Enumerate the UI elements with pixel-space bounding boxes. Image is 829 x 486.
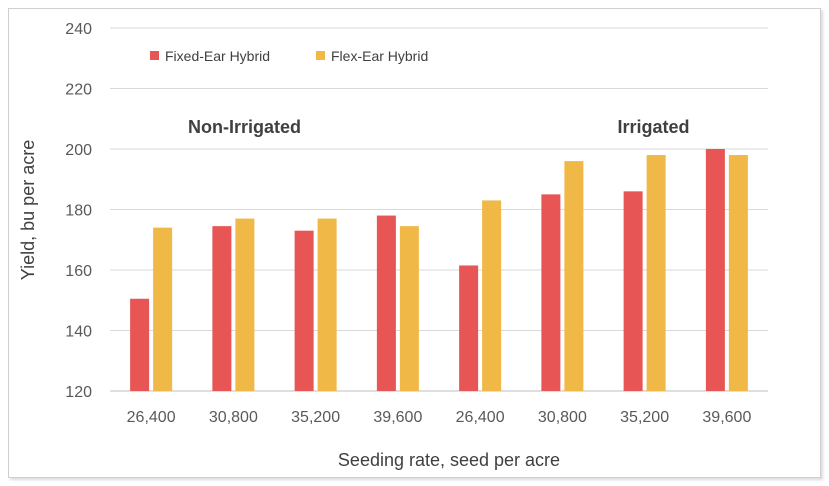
y-tick-label: 200 [65,142,92,159]
bar-flex-ear [564,161,584,391]
gridlines [110,27,768,392]
group-label: Non-Irrigated [188,117,301,137]
legend-swatch [316,51,325,60]
bar-fixed-ear [294,230,314,391]
bar-flex-ear [153,227,173,391]
x-tick-labels: 26,400 30,800 35,200 39,600 26,400 30,800 35,2… [127,409,752,426]
bar-flex-ear [235,218,255,391]
x-tick-label: 30,800 [538,409,587,426]
bar-fixed-ear [623,191,643,391]
bar-flex-ear [646,155,666,391]
group-labels: Non-Irrigated Irrigated [188,117,690,137]
x-tick-label: 26,400 [456,409,505,426]
x-tick-label: 35,200 [291,409,340,426]
bar-fixed-ear [459,265,479,391]
y-axis-title: Yield, bu per acre [18,140,38,280]
y-tick-label: 120 [65,384,92,401]
x-tick-label: 35,200 [620,409,669,426]
x-axis-title: Seeding rate, seed per acre [338,450,560,470]
bars [130,149,748,391]
bar-flex-ear [482,200,502,391]
bar-flex-ear [728,155,748,391]
y-tick-label: 240 [65,21,92,38]
y-tick-label: 140 [65,324,92,341]
legend-swatch [150,51,159,60]
bar-fixed-ear [212,226,232,391]
legend-label: Flex-Ear Hybrid [331,48,428,64]
x-tick-label: 30,800 [209,409,258,426]
y-tick-labels: 120 140 160 180 200 220 240 [65,21,92,401]
x-tick-label: 39,600 [702,409,751,426]
bar-fixed-ear [541,194,561,391]
x-tick-label: 26,400 [127,409,176,426]
bar-flex-ear [317,218,337,391]
x-tick-label: 39,600 [373,409,422,426]
legend-label: Fixed-Ear Hybrid [165,48,270,64]
y-tick-label: 180 [65,203,92,220]
y-tick-label: 220 [65,82,92,99]
bar-fixed-ear [130,298,150,391]
bar-fixed-ear [376,215,396,391]
bar-fixed-ear [705,149,725,391]
y-tick-label: 160 [65,263,92,280]
legend: Fixed-Ear Hybrid Flex-Ear Hybrid [150,48,428,64]
group-label: Irrigated [617,117,689,137]
bar-flex-ear [399,226,419,391]
